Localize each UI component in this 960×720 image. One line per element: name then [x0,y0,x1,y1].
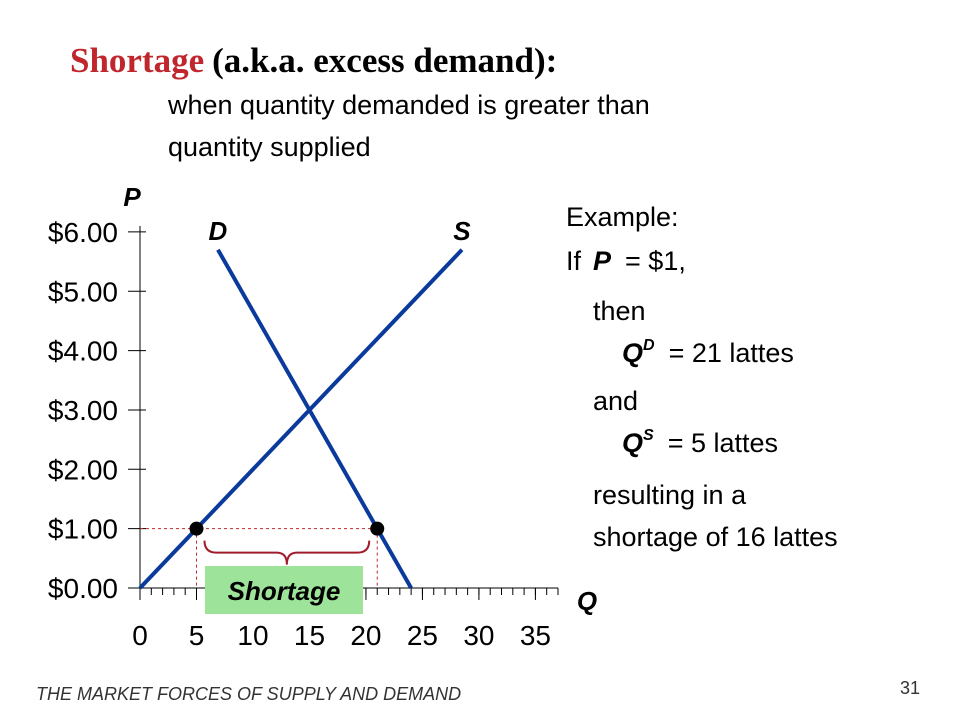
text: If [566,246,582,276]
x-tick-label: 30 [463,620,494,651]
title: Shortage (a.k.a. excess demand): [70,41,557,80]
text: P [593,246,612,276]
footer: THE MARKET FORCES OF SUPPLY AND DEMAND [36,684,461,704]
y-tick-label: $1.00 [48,514,118,545]
example-text: shortage of 16 lattes [593,522,838,552]
x-tick-label: 20 [350,620,381,651]
x-tick-label: 35 [520,620,551,651]
x-tick-label: 10 [237,620,268,651]
text: Q [622,338,643,368]
page-number: 31 [900,678,920,698]
example-text: then [593,296,646,326]
y-tick-label: $5.00 [48,276,118,307]
example-qs: QS = 5 lattes [622,427,778,458]
subtitle: when quantity demanded is greater than [167,90,650,120]
y-axis-label: P [123,182,141,212]
x-tick-label: 15 [294,620,325,651]
brace [203,540,371,565]
example-text: resulting in a [593,480,747,510]
x-tick-label: 5 [189,620,205,651]
example-qd: QD = 21 lattes [622,337,794,368]
annotation: Shortage [228,576,341,606]
text: S [643,427,654,444]
text: = $1, [625,246,686,276]
series-label: S [453,216,471,246]
marker [189,521,204,536]
y-tick-label: $4.00 [48,336,118,367]
title-term: Shortage [70,41,204,80]
x-tick-label: 25 [407,620,438,651]
x-tick-label: 0 [132,620,148,651]
example-heading: Example: [566,202,679,232]
title-rest: (a.k.a. excess demand): [212,41,557,80]
subtitle: quantity supplied [168,132,371,162]
y-tick-label: $0.00 [48,573,118,604]
x-axis-label: Q [577,586,597,616]
annotation-box [205,566,363,614]
text: D [643,337,655,354]
text: = 5 lattes [668,428,778,458]
example-text: and [593,386,638,416]
y-tick-label: $2.00 [48,454,118,485]
text: = 21 lattes [669,338,794,368]
text: Q [622,428,643,458]
series-line [216,248,413,589]
series-label: D [209,216,228,246]
marker [370,521,385,536]
series-line [138,248,464,590]
example-condition: If P = $1, [566,246,686,276]
y-tick-label: $6.00 [48,217,118,248]
y-tick-label: $3.00 [48,395,118,426]
